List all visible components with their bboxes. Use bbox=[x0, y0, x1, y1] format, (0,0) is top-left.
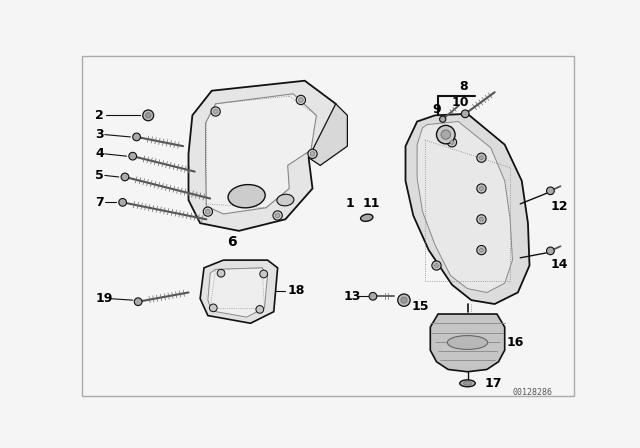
Circle shape bbox=[260, 270, 268, 278]
Circle shape bbox=[145, 112, 151, 118]
Polygon shape bbox=[417, 121, 513, 293]
Polygon shape bbox=[208, 268, 268, 317]
Text: 14: 14 bbox=[550, 258, 568, 271]
Text: 00128286: 00128286 bbox=[513, 388, 552, 397]
Polygon shape bbox=[189, 81, 336, 231]
Polygon shape bbox=[430, 314, 505, 372]
Circle shape bbox=[121, 173, 129, 181]
Circle shape bbox=[129, 152, 136, 160]
FancyBboxPatch shape bbox=[83, 56, 573, 396]
Text: 4: 4 bbox=[95, 147, 104, 160]
Circle shape bbox=[450, 140, 454, 144]
Circle shape bbox=[256, 306, 264, 313]
Circle shape bbox=[479, 248, 483, 252]
Text: 7: 7 bbox=[95, 196, 104, 209]
Text: 17: 17 bbox=[484, 377, 502, 390]
Text: 10: 10 bbox=[452, 96, 470, 109]
Text: 5: 5 bbox=[95, 169, 104, 182]
Text: 1: 1 bbox=[346, 198, 355, 211]
Ellipse shape bbox=[447, 336, 488, 349]
Text: 2: 2 bbox=[95, 109, 104, 122]
Polygon shape bbox=[200, 260, 278, 323]
Circle shape bbox=[435, 263, 438, 267]
Text: 3: 3 bbox=[95, 128, 104, 141]
Circle shape bbox=[479, 186, 483, 190]
Text: 19: 19 bbox=[95, 292, 113, 305]
Circle shape bbox=[308, 149, 317, 159]
Circle shape bbox=[213, 109, 218, 114]
Circle shape bbox=[547, 187, 554, 195]
Ellipse shape bbox=[360, 214, 373, 221]
Text: 8: 8 bbox=[460, 80, 468, 93]
Ellipse shape bbox=[228, 185, 265, 208]
Circle shape bbox=[217, 269, 225, 277]
Circle shape bbox=[397, 294, 410, 306]
Ellipse shape bbox=[277, 194, 294, 206]
Text: 12: 12 bbox=[550, 200, 568, 213]
Circle shape bbox=[461, 110, 469, 118]
Text: 15: 15 bbox=[412, 300, 429, 313]
Circle shape bbox=[547, 247, 554, 255]
Circle shape bbox=[275, 213, 280, 218]
Circle shape bbox=[205, 209, 210, 214]
Text: 18: 18 bbox=[288, 284, 305, 297]
Polygon shape bbox=[205, 94, 316, 214]
Circle shape bbox=[479, 156, 483, 159]
Text: 6: 6 bbox=[227, 235, 237, 250]
Text: 13: 13 bbox=[344, 290, 361, 303]
Circle shape bbox=[477, 246, 486, 255]
Circle shape bbox=[134, 298, 142, 306]
Polygon shape bbox=[308, 104, 348, 165]
Circle shape bbox=[479, 217, 483, 221]
Text: 16: 16 bbox=[506, 336, 524, 349]
Circle shape bbox=[296, 95, 305, 104]
Circle shape bbox=[209, 304, 217, 312]
Circle shape bbox=[369, 293, 377, 300]
Circle shape bbox=[273, 211, 282, 220]
Polygon shape bbox=[406, 114, 529, 304]
Ellipse shape bbox=[463, 381, 472, 385]
Circle shape bbox=[143, 110, 154, 121]
Text: 11: 11 bbox=[363, 198, 380, 211]
Circle shape bbox=[477, 153, 486, 162]
Circle shape bbox=[298, 98, 303, 102]
Circle shape bbox=[436, 125, 455, 144]
Circle shape bbox=[211, 107, 220, 116]
Circle shape bbox=[477, 184, 486, 193]
Circle shape bbox=[119, 198, 127, 206]
Circle shape bbox=[401, 297, 407, 303]
Circle shape bbox=[132, 133, 140, 141]
Circle shape bbox=[440, 116, 446, 122]
Text: 9: 9 bbox=[433, 103, 441, 116]
Circle shape bbox=[477, 215, 486, 224]
Circle shape bbox=[432, 261, 441, 270]
Circle shape bbox=[447, 138, 457, 147]
Circle shape bbox=[310, 151, 315, 156]
Circle shape bbox=[441, 130, 451, 139]
Circle shape bbox=[204, 207, 212, 216]
Ellipse shape bbox=[460, 380, 476, 387]
